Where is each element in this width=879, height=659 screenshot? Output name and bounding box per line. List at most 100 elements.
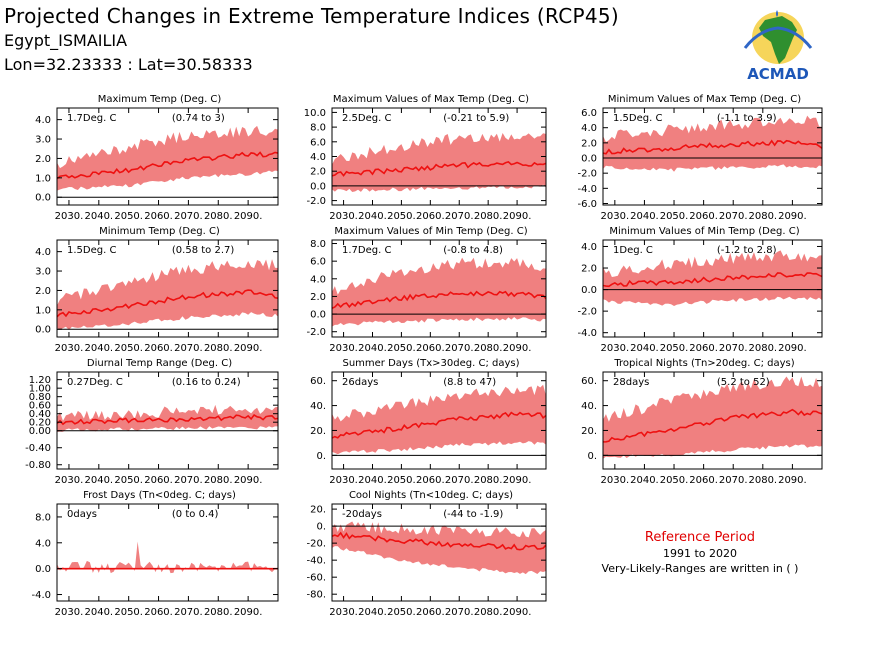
- x-tick-label: 2060.: [144, 607, 173, 618]
- x-tick-label: 2070.: [445, 211, 474, 222]
- mean-change-label: 1.5Deg. C: [613, 113, 662, 124]
- x-tick-label: 2090.: [234, 211, 263, 222]
- very-likely-range-label: (-44 to -1.9): [443, 509, 503, 520]
- plot-frame: [602, 239, 823, 338]
- x-tick-label: 2050.: [114, 343, 143, 354]
- y-tick-label: -2.0: [306, 327, 326, 338]
- y-tick-label: -6.0: [577, 199, 597, 210]
- y-tick-label: 0.: [587, 451, 597, 462]
- very-likely-range-label: (0.58 to 2.7): [172, 245, 234, 256]
- x-tick-label: 2080.: [474, 475, 503, 486]
- mean-change-label: 1.7Deg. C: [342, 245, 391, 256]
- chart-max-values-min-temp: Maximum Values of Min Temp (Deg. C) -2.0 0…: [306, 226, 547, 354]
- x-tick-label: 2090.: [234, 607, 263, 618]
- reference-period-box: Reference Period 1991 to 2020 Very-Likel…: [560, 530, 840, 575]
- likely-range-band: [332, 257, 546, 327]
- x-tick-label: 2070.: [174, 343, 203, 354]
- plot-frame: [602, 107, 823, 206]
- x-tick-label: 2040.: [358, 607, 387, 618]
- y-tick-label: 1.0: [35, 173, 51, 184]
- chart-min-values-min-temp: Minimum Values of Min Temp (Deg. C) -4.0 -…: [577, 226, 823, 354]
- x-tick-label: 2080.: [474, 607, 503, 618]
- x-tick-label: 2040.: [84, 343, 113, 354]
- x-tick-label: 2090.: [503, 343, 532, 354]
- likely-range-band: [332, 521, 546, 575]
- y-tick-label: 4.0: [310, 152, 326, 163]
- y-tick-label: 0.0: [35, 564, 51, 575]
- x-tick-label: 2070.: [719, 475, 748, 486]
- x-tick-label: 2070.: [174, 211, 203, 222]
- plot-frame: [56, 239, 279, 338]
- y-tick-label: 4.0: [581, 123, 597, 134]
- plot-frame: [56, 503, 279, 602]
- y-tick-label: 4.0: [581, 242, 597, 253]
- y-tick-label: 6.0: [581, 108, 597, 119]
- very-likely-range-label: (0.16 to 0.24): [172, 377, 241, 388]
- y-tick-label: 20.: [310, 505, 326, 516]
- likely-range-band: [57, 541, 278, 574]
- y-tick-label: 0.80: [29, 392, 51, 403]
- median-trend-line: [56, 413, 279, 426]
- y-tick-label: 2.0: [35, 154, 51, 165]
- y-tick-label: 0.0: [581, 285, 597, 296]
- y-tick-label: 2.0: [310, 292, 326, 303]
- chart-title: Tropical Nights (Tn>20deg. C; days): [613, 358, 794, 369]
- x-tick-label: 2040.: [84, 607, 113, 618]
- mean-change-label: 1.7Deg. C: [67, 113, 116, 124]
- chart-title: Summer Days (Tx>30deg. C; days): [342, 358, 519, 369]
- chart-min-values-max-temp: Minimum Values of Max Temp (Deg. C) -6.0 -…: [577, 94, 823, 222]
- x-tick-label: 2060.: [689, 343, 718, 354]
- x-tick-label: 2050.: [660, 475, 689, 486]
- chart-cool-nights: Cool Nights (Tn<10deg. C; days) -80. -60. -…: [306, 490, 547, 618]
- x-tick-label: 2070.: [719, 343, 748, 354]
- mean-change-label: 2.5Deg. C: [342, 113, 391, 124]
- mean-change-label: 1.5Deg. C: [67, 245, 116, 256]
- y-tick-label: 40.: [581, 401, 597, 412]
- y-tick-label: 60.: [310, 376, 326, 387]
- region-name: Egypt_ISMAILIA: [4, 31, 128, 50]
- y-tick-label: -2.0: [577, 307, 597, 318]
- chart-frost-days: Frost Days (Tn<0deg. C; days) -4.0 0.0 4.0 8…: [31, 490, 279, 618]
- x-tick-label: 2060.: [689, 475, 718, 486]
- mean-change-label: 0.27Deg. C: [67, 377, 123, 388]
- x-tick-label: 2080.: [204, 475, 233, 486]
- y-tick-label: 0.60: [29, 401, 51, 412]
- x-tick-label: 2090.: [778, 343, 807, 354]
- likely-range-band: [603, 250, 822, 306]
- likely-range-band: [332, 384, 546, 455]
- x-tick-label: 2050.: [660, 211, 689, 222]
- y-tick-label: 4.0: [35, 247, 51, 258]
- x-tick-label: 2090.: [503, 475, 532, 486]
- y-tick-label: -4.0: [31, 590, 51, 601]
- x-tick-label: 2060.: [144, 343, 173, 354]
- x-tick-label: 2030.: [55, 607, 84, 618]
- x-tick-label: 2080.: [204, 607, 233, 618]
- very-likely-range-label: (-1.2 to 2.8): [717, 245, 777, 256]
- y-tick-label: -2.0: [577, 169, 597, 180]
- median-trend-line: [331, 411, 547, 439]
- y-tick-label: 1.0: [35, 305, 51, 316]
- y-tick-label: 40.: [310, 401, 326, 412]
- x-tick-label: 2080.: [474, 211, 503, 222]
- very-likely-range-label: (-0.8 to 4.8): [443, 245, 503, 256]
- acmad-logo: ACMAD: [737, 8, 819, 84]
- median-trend-line: [602, 408, 823, 443]
- y-tick-label: -2.0: [306, 196, 326, 207]
- x-tick-label: 2090.: [778, 475, 807, 486]
- y-tick-label: -20.: [306, 539, 326, 550]
- likely-range-band: [603, 115, 822, 172]
- reference-title: Reference Period: [644, 530, 756, 545]
- x-tick-label: 2050.: [387, 211, 416, 222]
- y-tick-label: 4.0: [35, 115, 51, 126]
- x-tick-label: 2090.: [503, 211, 532, 222]
- likely-range-band: [57, 404, 278, 432]
- y-tick-label: 0.0: [310, 181, 326, 192]
- main-title: Projected Changes in Extreme Temperature…: [4, 4, 620, 28]
- y-tick-label: 4.0: [35, 538, 51, 549]
- y-tick-label: 20.: [310, 426, 326, 437]
- chart-tropical-nights: Tropical Nights (Tn>20deg. C; days) 0. 20.…: [581, 358, 823, 486]
- plot-frame: [331, 239, 547, 338]
- y-tick-label: -0.40: [25, 443, 51, 454]
- x-tick-label: 2050.: [387, 475, 416, 486]
- median-trend-line: [56, 289, 279, 318]
